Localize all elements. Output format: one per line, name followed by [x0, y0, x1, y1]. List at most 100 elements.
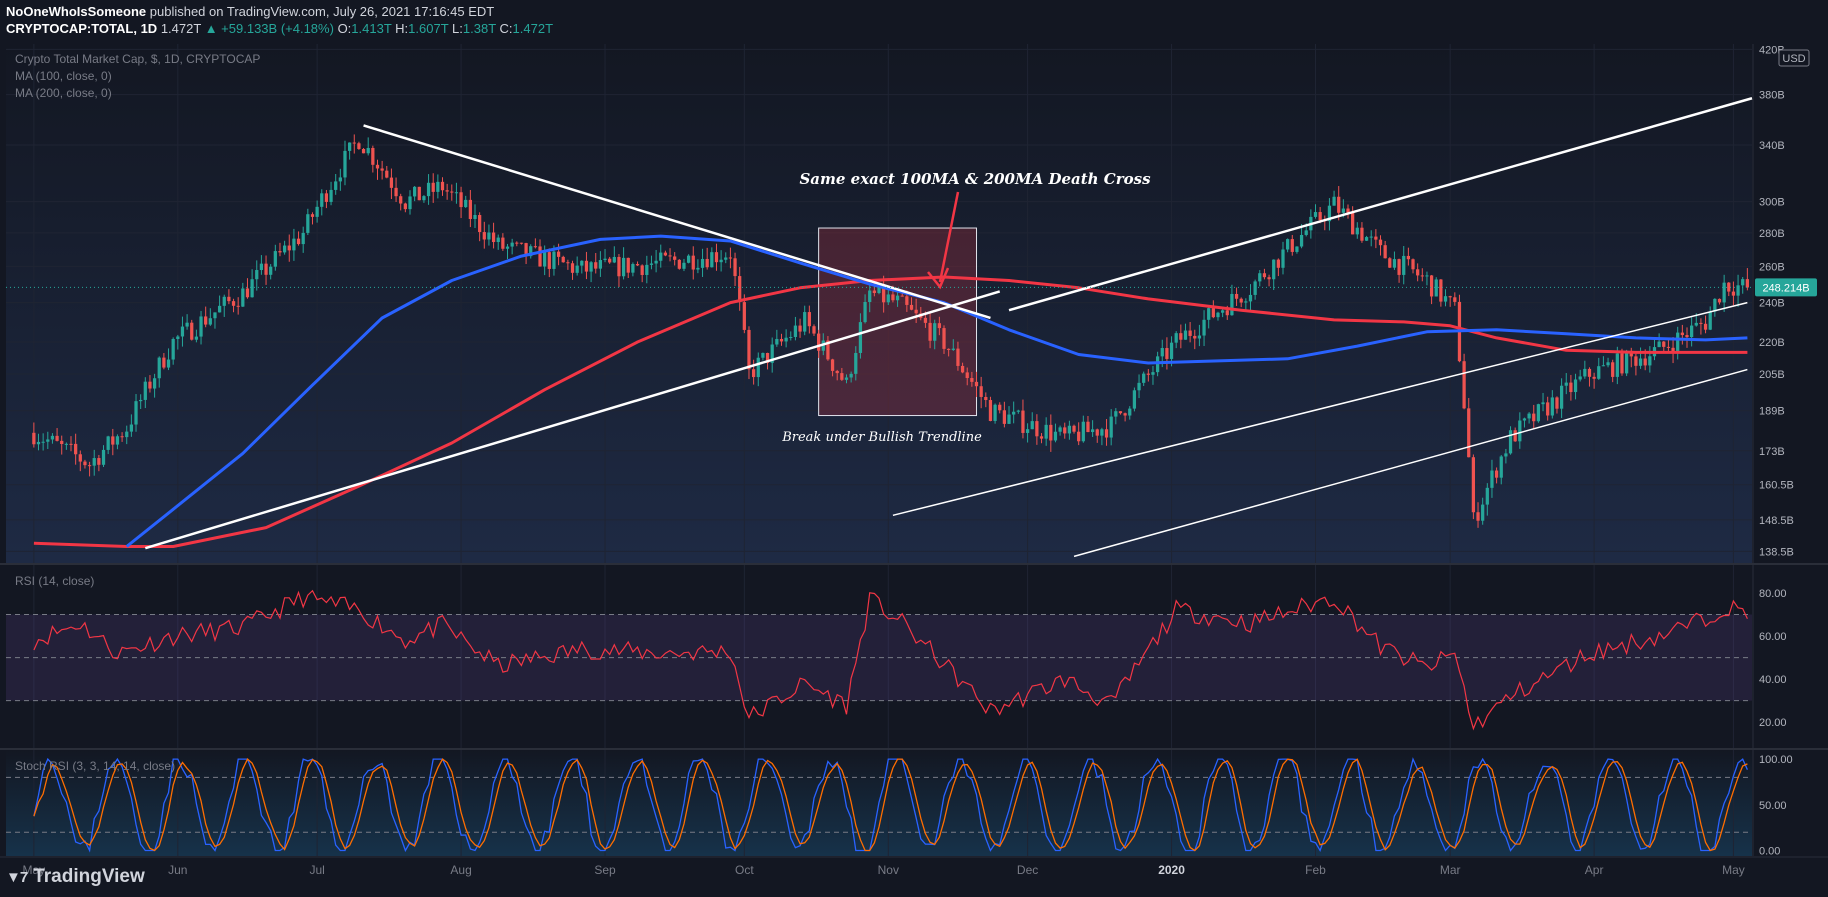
candle-body [227, 296, 231, 302]
ohlc-line: CRYPTOCAP:TOTAL, 1D 1.472T ▲ +59.133B (+… [6, 21, 553, 36]
candle-body [1313, 212, 1318, 217]
candle-body [830, 359, 835, 371]
candle-body [1234, 293, 1239, 299]
candle-body [496, 237, 500, 243]
candle-body [111, 436, 115, 445]
candle-body [649, 263, 654, 265]
candle-body [1745, 279, 1749, 288]
tradingview-logo[interactable]: ▼7 TradingView [6, 866, 145, 888]
candle-body [1039, 436, 1044, 439]
rsi-line [33, 589, 1748, 731]
candle-body [278, 251, 282, 253]
candle-body [724, 257, 728, 260]
rsi-tick-label: 60.00 [1759, 631, 1787, 643]
candle-body [459, 192, 463, 208]
candle-body [956, 348, 960, 366]
candles [32, 134, 1749, 528]
candle-body [580, 260, 584, 266]
candle-body [101, 449, 106, 465]
candle-body [742, 302, 746, 330]
candle-body [143, 381, 147, 400]
candle-body [115, 436, 120, 445]
candle-body [1485, 487, 1489, 505]
candle-body [282, 245, 287, 253]
candle-body [1016, 410, 1020, 412]
candle-body [700, 258, 705, 268]
candle-body [1337, 196, 1341, 213]
x-tick-label: May [23, 863, 46, 877]
candle-body [1090, 429, 1095, 433]
candle-body [1541, 402, 1545, 405]
candle-body [1276, 259, 1280, 268]
candle-body [1086, 421, 1090, 433]
x-tick-label: Mar [1440, 863, 1461, 877]
candle-body [1318, 212, 1322, 221]
candle-body [1142, 373, 1146, 383]
candle-body [1508, 430, 1513, 454]
candle-body [352, 142, 356, 144]
candle-body [92, 458, 96, 466]
candle-body [826, 340, 830, 360]
candle-body [984, 396, 988, 401]
candle-body [1035, 421, 1039, 437]
candle-body [1346, 208, 1350, 213]
candle-body [324, 193, 329, 202]
candle-body [1536, 404, 1541, 422]
candle-body [761, 352, 765, 358]
currency-label: USD [1782, 53, 1805, 65]
y-tick-label: 160.5B [1759, 480, 1794, 492]
candle-body [413, 186, 417, 197]
candle-body [1397, 259, 1401, 275]
ma100-legend[interactable]: MA (100, close, 0) [15, 69, 112, 83]
candle-body [1443, 296, 1448, 302]
candle-body [375, 164, 380, 169]
candle-body [756, 357, 760, 378]
tv-logo-icon: ▼7 [6, 868, 28, 886]
candle-body [1225, 310, 1229, 316]
candle-body [152, 378, 157, 389]
candle-body [190, 322, 194, 340]
candle-body [1012, 411, 1016, 415]
candle-body [1611, 362, 1615, 377]
candle-body [1694, 322, 1698, 326]
candle-body [603, 258, 607, 261]
candle-body [306, 214, 310, 233]
death-cross-annotation: Same exact 100MA & 200MA Death Cross [799, 170, 1151, 188]
candle-body [269, 266, 273, 275]
candle-body [835, 370, 839, 374]
candle-body [1211, 308, 1215, 318]
candle-body [1081, 421, 1085, 442]
candle-body [1025, 429, 1030, 433]
candle-body [1564, 382, 1568, 386]
stoch-legend[interactable]: Stoch RSI (3, 3, 14, 14, close) [15, 759, 176, 773]
candle-body [598, 260, 603, 269]
candle-body [1355, 227, 1359, 235]
descending-trendline [363, 124, 991, 320]
o-label: O: [337, 21, 352, 36]
y-tick-label: 240B [1759, 298, 1785, 310]
candle-body [87, 465, 92, 467]
candle-body [1072, 425, 1076, 432]
candle-body [1295, 246, 1299, 252]
rsi-legend[interactable]: RSI (14, close) [15, 574, 95, 588]
candle-body [310, 214, 315, 217]
x-tick-label: Apr [1585, 863, 1604, 877]
candle-body [185, 322, 189, 327]
y-tick-label: 205B [1759, 369, 1785, 381]
candle-body [1207, 308, 1211, 320]
ma200-legend[interactable]: MA (200, close, 0) [15, 86, 112, 100]
candle-body [74, 443, 78, 455]
candle-body [120, 436, 124, 438]
candle-body [134, 401, 138, 425]
candle-body [1360, 227, 1364, 241]
symbol-label[interactable]: CRYPTOCAP:TOTAL, 1D [6, 21, 158, 36]
last-price: 1.472T [160, 21, 202, 36]
c-label: C: [499, 21, 513, 36]
candle-body [1030, 421, 1034, 430]
author-name[interactable]: NoOneWhoIsSomeone [6, 4, 147, 19]
candle-body [728, 257, 733, 259]
candle-body [417, 186, 421, 201]
candle-body [78, 454, 82, 462]
candle-body [389, 177, 394, 188]
